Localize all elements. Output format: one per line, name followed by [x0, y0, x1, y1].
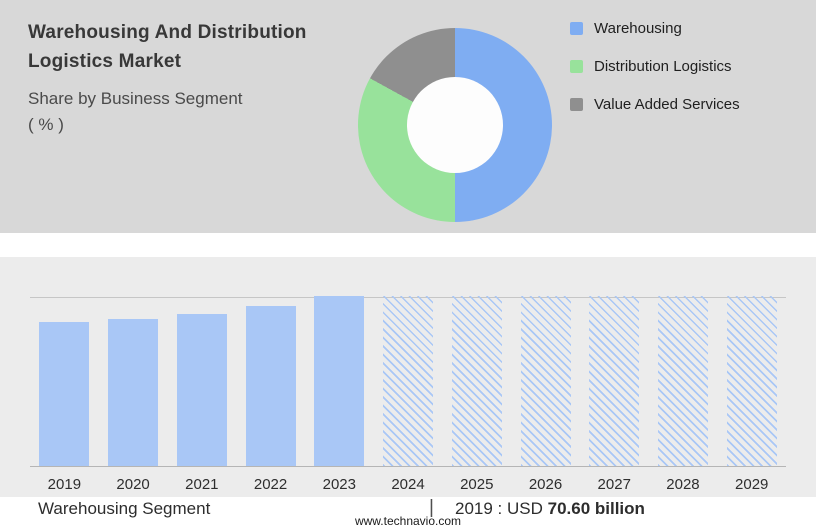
bar-slot	[717, 296, 786, 466]
bar-slot	[511, 296, 580, 466]
bar-chart-bars	[30, 296, 786, 467]
bar-chart-labels: 2019 2020 2021 2022 2023 2024 2025 2026 2027 2028…	[30, 476, 786, 493]
bar-slot	[374, 296, 443, 466]
legend-item-value-added-services: Value Added Services	[570, 95, 740, 113]
legend-swatch	[570, 21, 583, 35]
segment-value-bold: 70.60 billion	[547, 499, 645, 518]
page-title-line2: Logistics Market	[28, 51, 182, 73]
bar-chart: 2019 2020 2021 2022 2023 2024 2025 2026 2027 2028…	[30, 296, 786, 493]
segment-label: Warehousing Segment	[38, 499, 211, 518]
history-bar	[314, 296, 365, 466]
website-link[interactable]: www.technavio.com	[354, 514, 462, 528]
history-bar	[108, 319, 159, 466]
x-axis-label: 2024	[391, 476, 425, 493]
x-axis-label: 2027	[597, 476, 631, 493]
donut-legend: Warehousing Distribution Logistics Value…	[570, 19, 740, 133]
forecast-bar	[657, 296, 708, 466]
donut-hole	[407, 77, 503, 173]
header: Warehousing And Distribution Logistics M…	[28, 18, 358, 139]
x-axis-label: 2019	[47, 476, 82, 493]
legend-swatch	[570, 97, 583, 111]
history-bar	[176, 313, 227, 466]
bar-slot	[99, 298, 168, 466]
x-axis-label: 2023	[322, 476, 356, 493]
bar-slot	[305, 296, 374, 466]
forecast-bar	[451, 296, 502, 466]
legend-item-warehousing: Warehousing	[570, 19, 740, 37]
bar-slot	[649, 296, 718, 466]
chart-unit: ( % )	[28, 115, 64, 135]
forecast-bar	[383, 296, 434, 466]
donut-chart	[358, 28, 552, 222]
x-axis-label: 2028	[666, 476, 700, 493]
legend-swatch	[570, 59, 583, 73]
x-axis-label: 2022	[253, 476, 288, 493]
x-axis-label: 2020	[116, 476, 150, 493]
page-title-line1: Warehousing And Distribution	[28, 22, 307, 43]
x-axis-label: 2025	[460, 476, 494, 493]
top-panel: Warehousing And Distribution Logistics M…	[0, 0, 816, 233]
segment-value-row: Warehousing Segment | 2019 : USD 70.60 b…	[0, 497, 816, 521]
bottom-panel: 2019 2020 2021 2022 2023 2024 2025 2026 2027 2028…	[0, 257, 816, 497]
legend-label: Distribution Logistics	[594, 57, 732, 75]
bar-slot	[580, 296, 649, 466]
x-axis-label: 2029	[735, 476, 769, 493]
separator-bar: |	[429, 497, 434, 518]
legend-label: Value Added Services	[594, 95, 740, 113]
forecast-bar	[520, 296, 571, 466]
x-axis-label: 2026	[528, 476, 563, 493]
legend-item-distribution-logistics: Distribution Logistics	[570, 57, 740, 75]
segment-value: 2019 : USD 70.60 billion	[455, 499, 645, 519]
legend-label: Warehousing	[594, 19, 682, 37]
bar-slot	[167, 298, 236, 466]
forecast-bar	[726, 296, 777, 466]
segment-value-prefix: 2019 : USD	[455, 499, 548, 518]
bar-slot	[442, 296, 511, 466]
x-axis-label: 2021	[185, 476, 219, 493]
forecast-bar	[589, 296, 640, 466]
history-bar	[245, 306, 296, 466]
chart-subtitle: Share by Business Segment	[28, 88, 243, 108]
history-bar	[39, 321, 90, 466]
bar-slot	[236, 298, 305, 466]
bar-slot	[30, 298, 99, 466]
